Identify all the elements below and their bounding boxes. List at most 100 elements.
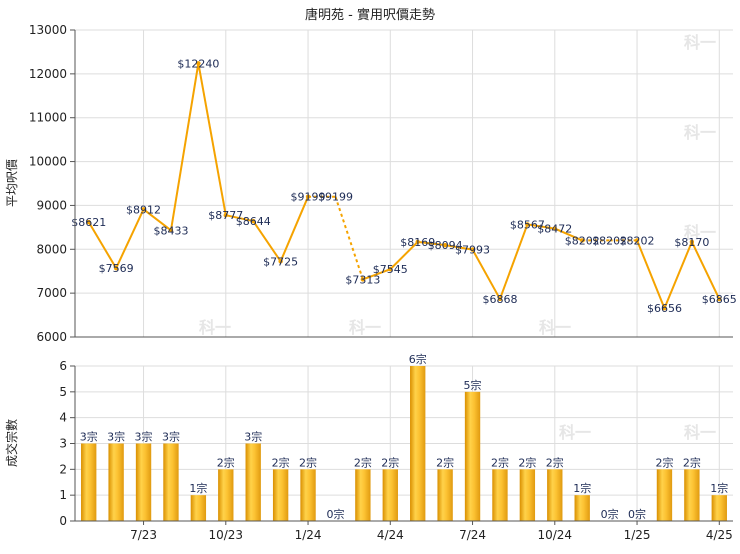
price-line-segment bbox=[197, 63, 227, 216]
watermark-text: 科一 bbox=[559, 423, 591, 442]
price-point-label: $6656 bbox=[647, 302, 682, 315]
price-line-segment bbox=[389, 241, 419, 270]
volume-bar bbox=[684, 469, 700, 521]
watermark-text: 科一 bbox=[684, 223, 716, 242]
price-point-label: $7545 bbox=[373, 263, 408, 276]
volume-bar-label: 1宗 bbox=[189, 481, 207, 495]
price-point-label: $6865 bbox=[702, 293, 737, 306]
price-line-segment bbox=[554, 227, 583, 242]
price-line-segment bbox=[663, 241, 693, 309]
volume-bar bbox=[135, 443, 152, 521]
volume-bar-label: 2宗 bbox=[299, 455, 317, 469]
volume-bar bbox=[163, 443, 179, 521]
price-y-tick-label: 10000 bbox=[29, 155, 67, 169]
volume-bar-label: 0宗 bbox=[601, 507, 619, 521]
price-point-marker bbox=[223, 213, 228, 218]
volume-bar-label: 0宗 bbox=[326, 507, 344, 521]
volume-bar bbox=[656, 469, 673, 521]
volume-bar-label: 2宗 bbox=[491, 455, 509, 469]
volume-bar bbox=[437, 469, 453, 521]
price-point-label: $8472 bbox=[537, 223, 572, 236]
price-point-marker bbox=[168, 228, 174, 233]
watermark-text: 科一 bbox=[539, 318, 571, 337]
price-y-tick-label: 11000 bbox=[29, 111, 67, 125]
price-point-marker bbox=[360, 277, 366, 282]
price-point-label: $7313 bbox=[345, 273, 380, 286]
price-point-marker bbox=[305, 194, 311, 199]
volume-bar bbox=[300, 469, 316, 521]
x-tick-label: 1/25 bbox=[624, 528, 651, 542]
price-point-label: $8621 bbox=[71, 216, 106, 229]
price-point-marker bbox=[278, 259, 283, 264]
volume-bar bbox=[711, 495, 727, 521]
x-tick-label: 1/24 bbox=[295, 528, 322, 542]
price-line-segment bbox=[499, 224, 529, 300]
price-line-segment bbox=[690, 241, 721, 300]
price-point-marker bbox=[497, 296, 503, 302]
x-tick-label: 7/24 bbox=[459, 528, 486, 542]
price-point-label: $8777 bbox=[208, 209, 243, 222]
price-point-label: $6868 bbox=[482, 293, 517, 306]
volume-bar bbox=[272, 469, 289, 521]
volume-bar bbox=[574, 495, 590, 521]
x-tick-label: 10/24 bbox=[537, 528, 572, 542]
x-tick-label: 4/25 bbox=[706, 528, 733, 542]
price-line-segment bbox=[417, 240, 446, 247]
price-point-label: $12240 bbox=[177, 57, 219, 70]
price-line-segment bbox=[142, 208, 172, 232]
price-point-marker bbox=[113, 265, 119, 271]
volume-y-tick-label: 4 bbox=[59, 411, 67, 425]
price-line-segment bbox=[362, 268, 391, 281]
volume-bar bbox=[108, 443, 124, 521]
price-line-dashed-segment bbox=[334, 196, 364, 280]
price-point-marker bbox=[470, 247, 475, 252]
volume-bar-label: 2宗 bbox=[655, 455, 673, 469]
volume-bar-label: 3宗 bbox=[162, 430, 180, 444]
volume-bar bbox=[190, 495, 207, 521]
price-line-segment bbox=[169, 63, 200, 231]
volume-y-tick-label: 2 bbox=[59, 462, 67, 476]
volume-bar-label: 3宗 bbox=[107, 430, 125, 444]
volume-y-tick-label: 5 bbox=[59, 385, 67, 399]
price-point-label: $9199 bbox=[291, 191, 326, 204]
volume-bar-label: 2宗 bbox=[354, 455, 372, 469]
price-point-marker bbox=[388, 267, 393, 272]
x-tick-label: 7/23 bbox=[130, 528, 157, 542]
price-plot-area bbox=[75, 30, 733, 337]
volume-bar bbox=[218, 469, 234, 521]
price-point-marker bbox=[662, 306, 667, 311]
watermark-text: 科一 bbox=[349, 318, 381, 337]
volume-bar bbox=[519, 469, 536, 521]
volume-bar bbox=[464, 391, 481, 521]
price-y-tick-label: 9000 bbox=[36, 198, 67, 212]
volume-bar-label: 2宗 bbox=[272, 455, 290, 469]
price-line-segment bbox=[471, 249, 501, 300]
price-point-label: $8202 bbox=[565, 234, 600, 247]
price-y-tick-label: 13000 bbox=[29, 23, 67, 37]
price-y-axis-label: 平均呎價 bbox=[5, 159, 19, 207]
price-point-label: $8170 bbox=[674, 236, 709, 249]
price-line-segment bbox=[87, 221, 117, 269]
volume-y-tick-label: 6 bbox=[59, 359, 67, 373]
price-y-tick-label: 6000 bbox=[36, 330, 67, 344]
volume-bar bbox=[410, 366, 426, 521]
volume-bar-label: 2宗 bbox=[381, 455, 399, 469]
price-point-label: $7993 bbox=[455, 244, 490, 257]
volume-bar bbox=[355, 469, 371, 521]
price-point-label: $8202 bbox=[592, 234, 627, 247]
price-line-segment bbox=[636, 240, 666, 309]
price-line-segment bbox=[115, 208, 145, 269]
price-point-label: $8644 bbox=[236, 215, 271, 228]
price-point-label: $9199 bbox=[318, 191, 353, 204]
price-line-segment bbox=[279, 196, 309, 262]
price-point-marker bbox=[141, 207, 146, 212]
price-point-label: $8169 bbox=[400, 236, 435, 249]
price-point-label: $8912 bbox=[126, 203, 161, 216]
volume-bar-label: 3宗 bbox=[244, 430, 262, 444]
price-point-marker bbox=[689, 239, 695, 245]
volume-bar-label: 1宗 bbox=[710, 481, 728, 495]
volume-bar-label: 2宗 bbox=[546, 455, 564, 469]
price-point-marker bbox=[442, 242, 448, 248]
volume-bar-label: 5宗 bbox=[464, 378, 482, 392]
